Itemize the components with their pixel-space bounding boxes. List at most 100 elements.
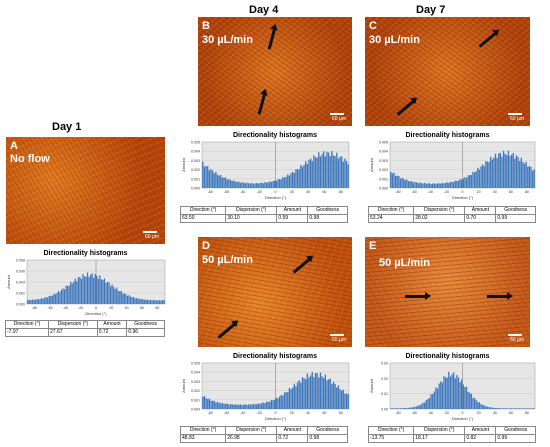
histogram-bar bbox=[275, 180, 277, 188]
condition-label: 30 µL/min bbox=[369, 34, 420, 46]
histogram-bar bbox=[340, 156, 343, 188]
histogram-bar bbox=[507, 408, 510, 409]
header-dispersion: Dispersion (°) bbox=[413, 426, 466, 435]
histogram-bar bbox=[269, 401, 271, 409]
histogram-bar bbox=[332, 155, 335, 188]
histogram-bar bbox=[409, 181, 411, 188]
header-direction: Direction (°) bbox=[367, 426, 415, 435]
histogram-bar bbox=[252, 183, 255, 188]
panel-letter: E bbox=[369, 240, 377, 252]
histogram-bar bbox=[231, 181, 233, 188]
histogram-bar bbox=[247, 183, 250, 188]
histogram-bar bbox=[239, 182, 242, 188]
histogram-bar bbox=[249, 404, 251, 409]
histogram-bar bbox=[342, 389, 344, 409]
histogram-bar bbox=[256, 183, 258, 188]
scale-label: 60 µm bbox=[332, 337, 346, 343]
header-goodness: Goodness bbox=[307, 206, 348, 215]
histogram-bar bbox=[296, 169, 299, 188]
histogram-bar bbox=[412, 182, 415, 188]
x-tick-label: -20 bbox=[78, 306, 83, 310]
histogram-bar bbox=[295, 169, 297, 188]
histogram-bar bbox=[76, 281, 78, 304]
histogram-bar bbox=[233, 180, 235, 188]
histogram-bar bbox=[470, 394, 473, 409]
direction-value: -7.97 bbox=[4, 328, 50, 337]
day1-label: Day 1 bbox=[52, 121, 82, 133]
histogram-bar bbox=[525, 408, 527, 409]
histogram-bar bbox=[415, 406, 418, 409]
x-tick-label: -40 bbox=[428, 411, 433, 415]
stats-table-a: Direction (°) Dispersion (°) Amount Goodnes… bbox=[4, 320, 165, 337]
x-tick-label: 40 bbox=[493, 190, 497, 194]
scale-bar bbox=[330, 113, 344, 115]
histogram-bar bbox=[83, 276, 86, 304]
histogram-bar bbox=[128, 295, 130, 304]
histogram-bar bbox=[202, 161, 204, 188]
histogram-bar bbox=[290, 173, 292, 188]
histogram-bar bbox=[506, 155, 508, 188]
histogram-title: Directionality histograms bbox=[405, 353, 490, 360]
histogram-bar bbox=[464, 177, 466, 188]
header-direction: Direction (°) bbox=[179, 426, 227, 435]
histogram-bar bbox=[391, 173, 394, 188]
y-tick-label: 0.005 bbox=[191, 362, 200, 366]
x-tick-label: 20 bbox=[290, 190, 294, 194]
histogram-bar bbox=[436, 183, 439, 188]
histogram-bar bbox=[162, 299, 164, 304]
histogram-bar bbox=[218, 175, 220, 188]
histogram-bar bbox=[441, 182, 444, 188]
x-axis-label: Direction (°) bbox=[452, 416, 474, 421]
histogram-bar bbox=[404, 180, 406, 188]
histogram-title: Directionality histograms bbox=[232, 353, 318, 360]
histogram-bar bbox=[425, 400, 427, 409]
histogram-bar bbox=[34, 299, 37, 304]
amount-value: 0.72 bbox=[96, 328, 128, 337]
histogram-bar bbox=[522, 408, 524, 409]
x-tick-label: 40 bbox=[306, 411, 310, 415]
histogram-bar bbox=[531, 408, 534, 409]
x-tick-label: 40 bbox=[493, 411, 497, 415]
directionality-histogram-a: 0.008 0.006 0.004 0.002 0.000 Amount -80 -60 -40… bbox=[6, 259, 166, 316]
y-tick-label: 0.008 bbox=[16, 259, 25, 263]
histogram-bar bbox=[313, 155, 315, 188]
condition-label: 50 µL/min bbox=[379, 257, 430, 269]
stats-table-c: Direction (°) Dispersion (°) Amount Goodnes… bbox=[367, 206, 536, 223]
y-tick-label: 0.02 bbox=[381, 377, 388, 381]
x-tick-label: 20 bbox=[109, 306, 113, 310]
histogram-bar bbox=[469, 174, 471, 188]
y-axis-label: Amount bbox=[181, 378, 186, 393]
x-tick-label: -80 bbox=[208, 190, 213, 194]
y-tick-label: 0.003 bbox=[191, 159, 200, 163]
histogram-bar bbox=[246, 404, 248, 409]
histogram-bar bbox=[523, 163, 526, 188]
y-tick-label: 0.005 bbox=[379, 141, 388, 145]
panel-letter: C bbox=[369, 20, 377, 32]
x-tick-label: -60 bbox=[224, 190, 229, 194]
histogram-bar bbox=[391, 408, 394, 409]
goodness-value: 0.98 bbox=[307, 214, 348, 223]
histogram-bar bbox=[39, 299, 41, 304]
histogram-bar bbox=[399, 408, 402, 409]
histogram-bar bbox=[417, 405, 419, 409]
x-tick-label: -60 bbox=[47, 306, 52, 310]
histogram-bar bbox=[334, 383, 336, 409]
histogram-bar bbox=[203, 395, 206, 409]
histogram-bar bbox=[473, 397, 476, 409]
histogram-bar bbox=[451, 181, 453, 188]
histogram-bar bbox=[502, 150, 505, 188]
histogram-bar bbox=[527, 408, 529, 409]
histogram-bar bbox=[131, 297, 133, 304]
histogram-bar bbox=[504, 153, 506, 188]
histogram-bar bbox=[339, 156, 341, 188]
header-dispersion: Dispersion (°) bbox=[48, 320, 98, 329]
histogram-bar bbox=[401, 177, 403, 188]
histogram-bar bbox=[280, 394, 282, 409]
histogram-bar bbox=[393, 172, 395, 188]
histogram-bar bbox=[501, 156, 503, 188]
histogram-bar bbox=[79, 276, 81, 304]
histogram-bar bbox=[303, 378, 305, 409]
histogram-bar bbox=[469, 392, 471, 409]
histogram-bar bbox=[239, 404, 242, 409]
histogram-bar bbox=[251, 182, 253, 188]
